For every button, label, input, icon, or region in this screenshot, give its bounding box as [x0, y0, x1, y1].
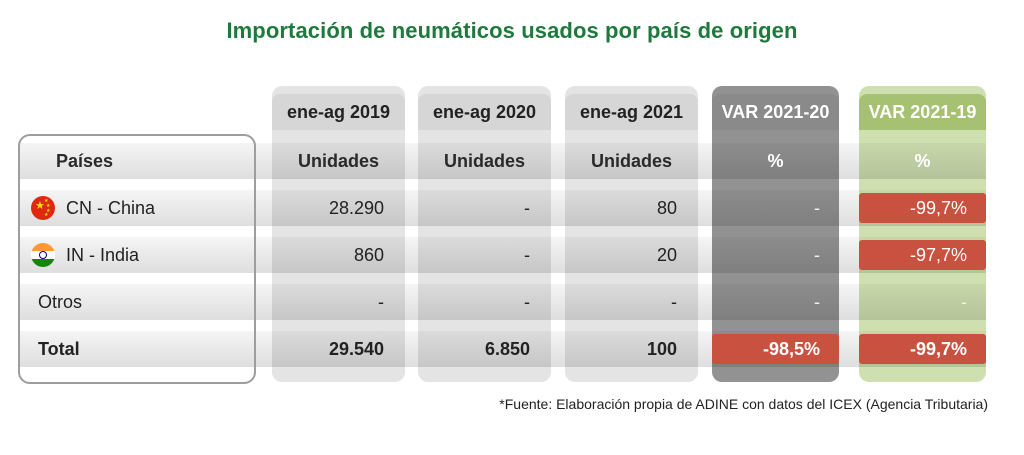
country-china: CN - China: [66, 197, 156, 218]
countries-box: [18, 134, 256, 384]
otros-var2119: -: [961, 291, 967, 312]
header-2019: ene-ag 2019: [272, 94, 405, 130]
china-2021: 80: [656, 197, 677, 218]
india-var2119: -97,7%: [909, 244, 967, 265]
row-band-otros: [20, 284, 986, 320]
china-2019: 28.290: [328, 197, 384, 218]
total-var2119: -99,7%: [909, 338, 967, 359]
total-2021: 100: [646, 338, 677, 359]
otros-var2120: -: [814, 291, 820, 312]
india-2020: -: [524, 244, 530, 265]
column-2020-bg: [418, 86, 551, 382]
china-2020: -: [524, 197, 530, 218]
country-india: IN - India: [66, 244, 140, 265]
otros-2020: -: [524, 291, 530, 312]
india-var2119-highlight: [859, 240, 986, 270]
total-var2119-highlight: [859, 334, 986, 364]
total-label: Total: [38, 338, 80, 359]
column-var2119-bg: [859, 86, 986, 382]
column-2021-bg: [565, 86, 698, 382]
india-2019: 860: [353, 244, 384, 265]
total-2019: 29.540: [328, 338, 384, 359]
header-2020: ene-ag 2020: [418, 94, 551, 130]
country-otros: Otros: [38, 291, 83, 312]
source-note: *Fuente: Elaboración propia de ADINE con…: [499, 396, 988, 412]
unit-2021: Unidades: [590, 150, 673, 171]
total-var2120: -98,5%: [762, 338, 820, 359]
total-var2120-highlight: [712, 334, 839, 364]
header-var2120: VAR 2021-20: [712, 94, 839, 130]
row-band-china: [20, 190, 986, 226]
china-flag-icon: ★ ★ ★ ★ ★: [31, 196, 55, 220]
india-flag-icon: [31, 243, 55, 267]
unit-2020: Unidades: [443, 150, 526, 171]
row-header-paises: Países: [56, 150, 114, 171]
otros-2019: -: [378, 291, 384, 312]
china-var2119: -99,7%: [909, 197, 967, 218]
otros-2021: -: [671, 291, 677, 312]
india-var2120: -: [814, 244, 820, 265]
india-2021: 20: [656, 244, 677, 265]
china-var2119-highlight: [859, 193, 986, 223]
chart-title: Importación de neumáticos usados por paí…: [226, 18, 798, 43]
header-var2119: VAR 2021-19: [859, 94, 986, 130]
unit-2019: Unidades: [297, 150, 380, 171]
column-var2120-bg: [712, 86, 839, 382]
header-2021: ene-ag 2021: [565, 94, 698, 130]
column-2019-bg: [272, 86, 405, 382]
china-var2120: -: [814, 197, 820, 218]
row-band-india: [20, 237, 986, 273]
row-band-units: [20, 143, 986, 179]
unit-var2119: %: [914, 150, 931, 171]
unit-var2120: %: [767, 150, 784, 171]
total-2020: 6.850: [484, 338, 530, 359]
